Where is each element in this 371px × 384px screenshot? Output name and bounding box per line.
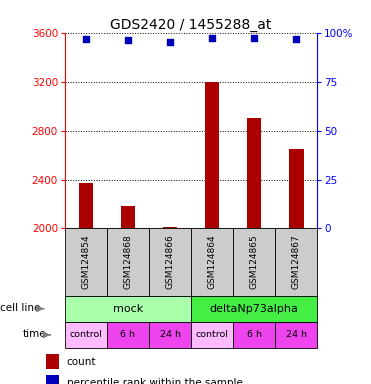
Bar — [79, 183, 93, 228]
Bar — [191, 228, 233, 296]
Bar — [191, 296, 317, 322]
Point — [209, 35, 215, 41]
Text: count: count — [67, 357, 96, 367]
Bar — [65, 228, 107, 296]
Bar — [46, 354, 59, 369]
Bar — [121, 206, 135, 228]
Bar — [149, 228, 191, 296]
Text: deltaNp73alpha: deltaNp73alpha — [210, 304, 299, 314]
Point — [83, 35, 89, 41]
Text: 24 h: 24 h — [286, 330, 307, 339]
Bar — [107, 322, 149, 348]
Text: GSM124854: GSM124854 — [82, 235, 91, 290]
Point — [293, 36, 299, 43]
Point — [167, 40, 173, 46]
Bar — [107, 228, 149, 296]
Bar — [162, 227, 177, 228]
Bar — [46, 375, 59, 384]
Point — [251, 35, 257, 41]
Text: GSM124867: GSM124867 — [292, 235, 301, 290]
Text: time: time — [23, 329, 47, 339]
Text: 24 h: 24 h — [160, 330, 181, 339]
Bar — [191, 322, 233, 348]
Bar — [247, 118, 262, 228]
Title: GDS2420 / 1455288_at: GDS2420 / 1455288_at — [111, 18, 272, 31]
Bar — [149, 322, 191, 348]
Text: percentile rank within the sample: percentile rank within the sample — [67, 378, 243, 384]
Text: GSM124868: GSM124868 — [124, 235, 132, 290]
Bar — [65, 296, 191, 322]
Text: GSM124866: GSM124866 — [165, 235, 174, 290]
Text: GSM124864: GSM124864 — [208, 235, 217, 290]
Bar — [275, 322, 317, 348]
Text: mock: mock — [113, 304, 143, 314]
Point — [125, 37, 131, 43]
Bar — [233, 228, 275, 296]
Text: 6 h: 6 h — [121, 330, 135, 339]
Text: GSM124865: GSM124865 — [250, 235, 259, 290]
Bar — [289, 149, 303, 228]
Text: control: control — [196, 330, 229, 339]
Text: cell line: cell line — [0, 303, 40, 313]
Bar — [233, 322, 275, 348]
Bar — [275, 228, 317, 296]
Bar — [205, 81, 220, 228]
Text: 6 h: 6 h — [247, 330, 262, 339]
Text: control: control — [69, 330, 102, 339]
Bar — [65, 322, 107, 348]
